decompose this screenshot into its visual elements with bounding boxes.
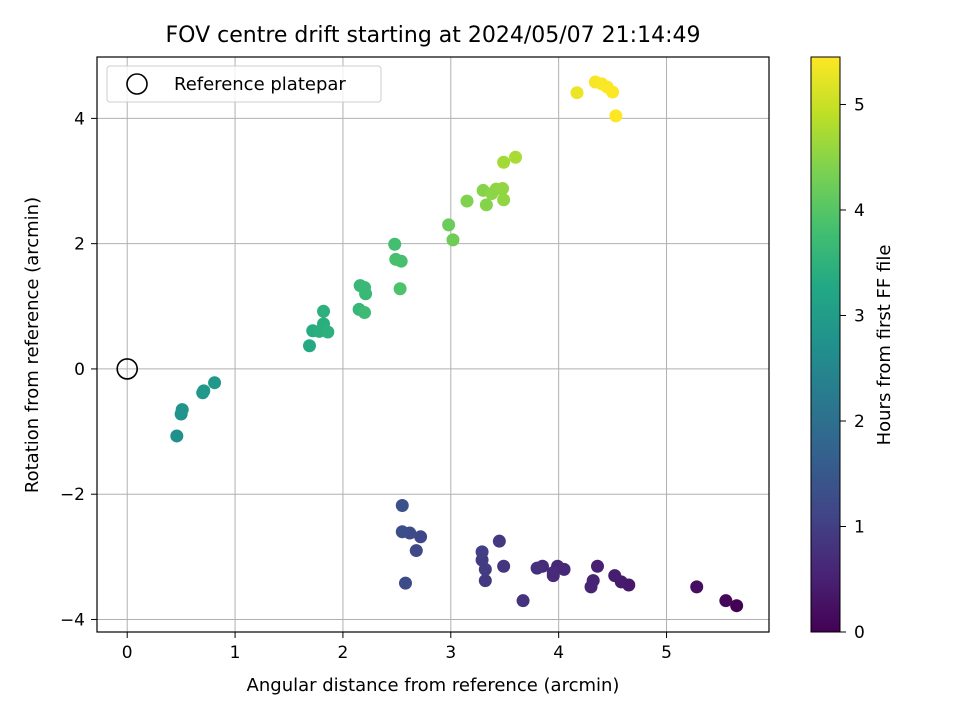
data-point (302, 339, 316, 353)
data-point (719, 594, 733, 608)
data-point (317, 304, 331, 318)
y-axis-label: Rotation from reference (arcmin) (22, 197, 43, 493)
data-point (690, 580, 704, 594)
x-tick-label: 4 (553, 643, 564, 663)
colorbar-tick-label: 3 (854, 306, 865, 326)
data-point (497, 193, 511, 207)
data-point (414, 530, 428, 544)
colorbar: 0 1 2 3 4 5 Hours from first FF file (810, 56, 895, 643)
data-point (393, 282, 407, 296)
data-point (492, 534, 506, 548)
data-point (530, 561, 544, 575)
legend-reference-marker (126, 73, 148, 95)
data-point (398, 576, 412, 590)
plot-frame (96, 56, 770, 633)
colorbar-ticks: 0 1 2 3 4 5 (840, 95, 865, 643)
data-point (446, 233, 460, 247)
data-point (584, 580, 598, 594)
data-point (516, 594, 530, 608)
data-point (197, 384, 211, 398)
data-point (496, 182, 510, 196)
colorbar-tick-label: 2 (854, 412, 865, 432)
data-point (460, 194, 474, 208)
x-tick-label: 0 (122, 643, 133, 663)
data-points (170, 75, 744, 613)
data-point (359, 287, 373, 301)
x-tick-label: 3 (445, 643, 456, 663)
reference-platepar-marker (116, 358, 139, 380)
data-point (208, 376, 222, 390)
legend-box (106, 65, 382, 103)
colorbar-tick-label: 1 (854, 517, 865, 537)
colorbar-tick-label: 4 (854, 201, 865, 221)
x-tick-label: 5 (661, 643, 672, 663)
data-point (478, 574, 492, 588)
y-tick-label: 0 (74, 360, 85, 380)
data-point (608, 569, 622, 583)
colorbar-gradient (810, 56, 841, 633)
data-point (479, 198, 493, 212)
data-point (606, 85, 620, 99)
y-axis-ticks: −4 −2 0 2 4 (60, 109, 97, 630)
data-point (395, 525, 409, 539)
x-axis-label: Angular distance from reference (arcmin) (247, 675, 620, 696)
colorbar-label: Hours from first FF file (874, 245, 895, 446)
data-point (497, 155, 511, 169)
data-point (175, 403, 189, 417)
colorbar-tick-label: 5 (854, 95, 865, 115)
y-tick-label: 2 (74, 235, 85, 255)
data-point (388, 237, 402, 251)
x-tick-label: 1 (230, 643, 241, 663)
data-point (442, 218, 456, 232)
data-point (509, 150, 523, 164)
data-point (321, 325, 335, 339)
data-point (546, 569, 560, 583)
data-point (590, 559, 604, 573)
data-point (395, 498, 409, 512)
y-tick-label: 4 (74, 109, 85, 129)
x-axis-ticks: 0 1 2 3 4 5 (122, 632, 672, 663)
y-tick-label: −4 (60, 610, 85, 630)
legend: Reference platepar (106, 65, 382, 103)
data-point (497, 559, 511, 573)
data-point (394, 254, 408, 268)
data-point (475, 545, 489, 559)
data-point (170, 429, 184, 443)
chart-title: FOV centre drift starting at 2024/05/07 … (166, 23, 701, 48)
y-tick-label: −2 (60, 485, 85, 505)
legend-entry-reference: Reference platepar (174, 74, 346, 95)
data-point (730, 599, 744, 613)
data-point (570, 86, 584, 100)
x-tick-label: 2 (338, 643, 349, 663)
grid-lines (97, 57, 769, 632)
data-point (358, 306, 372, 320)
colorbar-tick-label: 0 (854, 623, 865, 643)
data-point (409, 544, 423, 558)
data-point (609, 109, 623, 123)
